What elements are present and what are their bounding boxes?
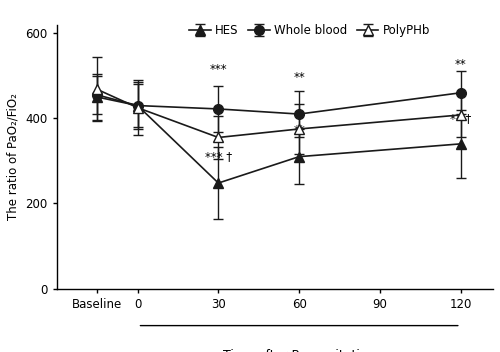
Text: **: ** [294, 71, 305, 84]
Legend: HES, Whole blood, PolyPHb: HES, Whole blood, PolyPHb [184, 19, 435, 42]
Text: **: ** [455, 58, 466, 71]
Text: Time after Resuscitation: Time after Resuscitation [223, 349, 376, 352]
Text: **: ** [294, 125, 305, 138]
Y-axis label: The ratio of PaO₂/FiO₂: The ratio of PaO₂/FiO₂ [7, 93, 20, 220]
Text: *** †: *** † [205, 150, 232, 163]
Text: ** †: ** † [450, 112, 471, 125]
Text: ***: *** [210, 63, 227, 76]
